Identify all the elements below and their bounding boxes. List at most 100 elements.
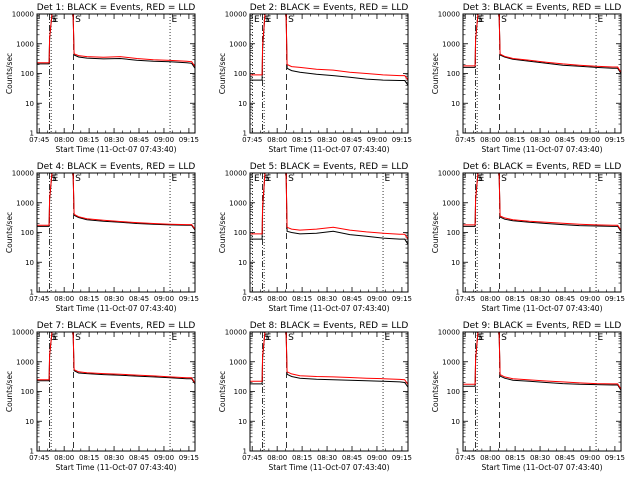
series-line-events (37, 332, 195, 385)
x-axis-label: Start Time (11-Oct-07 07:43:40) (268, 463, 389, 472)
plot-frame (36, 172, 196, 293)
interval-marker-label: S (264, 15, 270, 25)
y-tick-label: 10 (25, 418, 34, 426)
series-line-events (37, 14, 195, 69)
series-line-events (250, 14, 408, 86)
panel-title: Det 3: BLACK = Events, RED = LLD (463, 3, 622, 13)
y-axis-label: Counts/sec (5, 212, 14, 253)
x-tick-label: 09:15 (392, 136, 412, 144)
interval-marker-label: E (254, 174, 260, 184)
y-tick-label: 1 (456, 130, 460, 138)
x-tick-label: 08:00 (54, 136, 74, 144)
interval-marker-label: S (288, 174, 294, 184)
plot-frame (249, 13, 409, 134)
interval-marker-label: S (501, 333, 507, 343)
y-tick-label: 1 (30, 448, 34, 456)
panel-title: Det 9: BLACK = Events, RED = LLD (463, 321, 622, 331)
y-tick-label: 100 (234, 70, 247, 78)
y-tick-label: 100 (447, 70, 460, 78)
y-tick-label: 10 (451, 418, 460, 426)
y-tick-label: 1000 (16, 199, 34, 207)
y-tick-label: 1000 (442, 40, 460, 48)
y-tick-label: 10 (238, 100, 247, 108)
interval-marker-label: E (172, 174, 178, 184)
series-line-events (463, 14, 621, 74)
chart-panel-det-9: Det 9: BLACK = Events, RED = LLD Counts/s… (431, 321, 625, 472)
panel-title: Det 7: BLACK = Events, RED = LLD (37, 321, 196, 331)
x-tick-label: 08:15 (505, 295, 525, 303)
x-tick-label: 09:15 (605, 136, 625, 144)
y-tick-label: 1 (243, 448, 247, 456)
series-line-lld (463, 332, 621, 390)
chart-panel-det-4: Det 4: BLACK = Events, RED = LLD Counts/s… (5, 162, 199, 313)
panel-title: Det 4: BLACK = Events, RED = LLD (37, 162, 196, 172)
x-tick-label: 08:15 (79, 454, 99, 462)
interval-marker-label: E (385, 333, 391, 343)
interval-marker-label: E (172, 15, 178, 25)
x-tick-label: 08:00 (267, 454, 287, 462)
x-axis-label: Start Time (11-Oct-07 07:43:40) (481, 304, 602, 313)
chart-panel-det-5: Det 5: BLACK = Events, RED = LLD Counts/s… (218, 162, 412, 313)
plot-frame (462, 13, 622, 134)
x-tick-label: 08:15 (505, 136, 525, 144)
chart-panel-det-7: Det 7: BLACK = Events, RED = LLD Counts/s… (5, 321, 199, 472)
x-tick-label: 07:45 (455, 136, 475, 144)
interval-marker-label: S (75, 174, 81, 184)
series-line-lld (463, 173, 621, 231)
x-tick-label: 08:30 (317, 454, 337, 462)
chart-panel-det-8: Det 8: BLACK = Events, RED = LLD Counts/s… (218, 321, 412, 472)
x-tick-label: 07:45 (29, 295, 49, 303)
x-tick-label: 07:45 (29, 136, 49, 144)
x-tick-label: 07:45 (242, 454, 262, 462)
y-tick-label: 1 (456, 289, 460, 297)
x-axis-label: Start Time (11-Oct-07 07:43:40) (481, 145, 602, 154)
x-tick-label: 09:00 (154, 454, 174, 462)
x-tick-label: 08:30 (104, 295, 124, 303)
plot-frame (249, 331, 409, 452)
plot-frame (249, 172, 409, 293)
x-tick-label: 08:30 (530, 295, 550, 303)
interval-marker-label: S (75, 15, 81, 25)
interval-marker-label: E (53, 174, 59, 184)
interval-marker-label: S (288, 15, 294, 25)
x-tick-label: 08:15 (292, 136, 312, 144)
y-tick-label: 10000 (438, 11, 460, 19)
x-tick-label: 08:00 (267, 295, 287, 303)
y-tick-label: 100 (21, 388, 34, 396)
y-tick-label: 1 (456, 448, 460, 456)
y-tick-label: 1000 (442, 358, 460, 366)
y-axis-label: Counts/sec (5, 371, 14, 412)
interval-marker-label: S (501, 15, 507, 25)
interval-marker-label: E (479, 15, 485, 25)
y-tick-label: 1 (30, 289, 34, 297)
y-tick-label: 10 (238, 259, 247, 267)
x-tick-label: 09:15 (179, 454, 199, 462)
y-axis-label: Counts/sec (5, 53, 14, 94)
interval-marker-label: S (51, 15, 57, 25)
interval-marker-label: E (254, 15, 260, 25)
x-tick-label: 08:45 (555, 454, 575, 462)
y-tick-label: 100 (447, 229, 460, 237)
x-axis-label: Start Time (11-Oct-07 07:43:40) (481, 463, 602, 472)
x-tick-label: 08:00 (54, 295, 74, 303)
panel-title: Det 2: BLACK = Events, RED = LLD (250, 3, 409, 13)
interval-marker-label: S (51, 333, 57, 343)
interval-marker-label: S (264, 174, 270, 184)
series-line-lld (37, 173, 195, 230)
x-tick-label: 08:45 (129, 136, 149, 144)
y-tick-label: 10 (451, 100, 460, 108)
interval-marker-label: E (266, 15, 272, 25)
x-tick-label: 08:15 (292, 295, 312, 303)
x-tick-label: 08:00 (480, 136, 500, 144)
panel-title: Det 8: BLACK = Events, RED = LLD (250, 321, 409, 331)
plot-frame (462, 331, 622, 452)
x-tick-label: 08:00 (267, 136, 287, 144)
x-tick-label: 08:45 (129, 454, 149, 462)
y-axis-label: Counts/sec (431, 212, 440, 253)
x-tick-label: 08:00 (480, 295, 500, 303)
x-axis-label: Start Time (11-Oct-07 07:43:40) (268, 145, 389, 154)
interval-marker-label: E (266, 333, 272, 343)
series-line-events (37, 173, 195, 231)
x-tick-label: 08:30 (530, 136, 550, 144)
y-tick-label: 1000 (229, 40, 247, 48)
